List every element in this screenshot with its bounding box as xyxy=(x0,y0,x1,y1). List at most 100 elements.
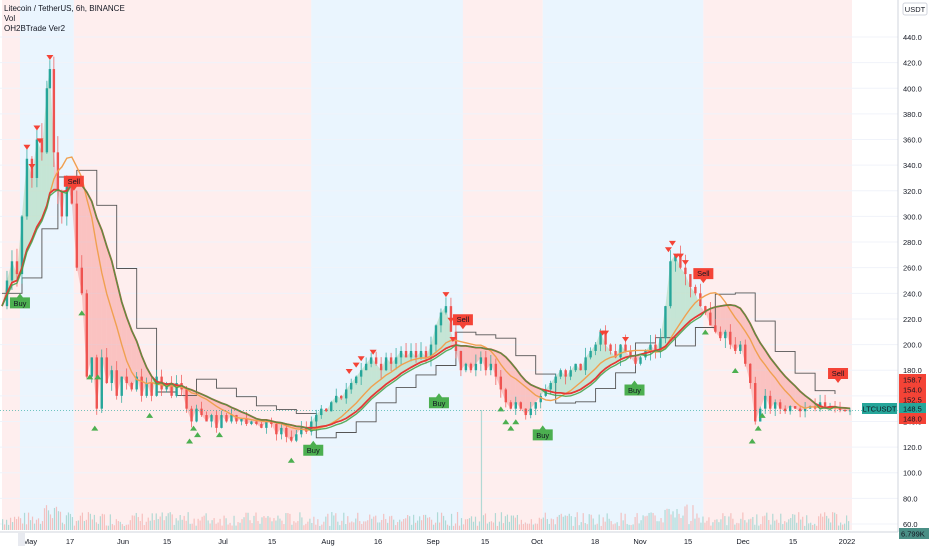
buy-label-bg-0 xyxy=(9,293,30,309)
volume-bar xyxy=(277,515,279,530)
volume-bar xyxy=(790,517,792,530)
candle-body xyxy=(484,357,488,371)
trend-fill xyxy=(101,230,107,384)
volume-bar xyxy=(159,516,161,530)
candle-body xyxy=(644,350,647,358)
candle-body xyxy=(754,383,757,422)
volume-bar xyxy=(780,513,782,530)
volume-bar xyxy=(762,516,764,530)
price-label-1: 154.0 xyxy=(903,386,922,395)
trend-fill xyxy=(655,338,661,351)
volume-bar xyxy=(580,522,582,530)
volume-bar xyxy=(387,522,389,530)
volume-bar xyxy=(375,515,377,530)
volume-bar xyxy=(776,519,778,530)
candle-body xyxy=(574,363,577,371)
volume-bar xyxy=(65,515,68,530)
volume-bar xyxy=(395,525,397,530)
volume-bar xyxy=(243,517,245,530)
price-label-bg-3 xyxy=(899,403,926,414)
candle-body xyxy=(115,370,118,396)
volume-indicator-label: Vol xyxy=(4,14,16,23)
volume-bar xyxy=(778,522,780,530)
volume-bar xyxy=(654,515,656,530)
volume-bar xyxy=(680,518,682,530)
candle-body xyxy=(604,331,607,345)
volume-bar xyxy=(804,525,806,530)
volume-bar xyxy=(704,522,706,530)
volume-bar xyxy=(524,522,526,530)
volume-bar xyxy=(207,520,209,530)
trend-fill xyxy=(715,306,721,339)
volume-bar xyxy=(688,524,690,530)
buy-arrow-2 xyxy=(91,425,99,431)
volume-bar xyxy=(514,517,516,530)
trend-fill xyxy=(116,281,122,396)
volume-bar xyxy=(452,525,455,530)
volume-bar xyxy=(413,514,415,530)
buy-arrow-9 xyxy=(287,457,295,463)
candle-body xyxy=(325,408,328,412)
volume-bar xyxy=(87,512,89,530)
volume-bar xyxy=(640,520,642,530)
volume-bar xyxy=(75,520,78,530)
volume-bar xyxy=(247,512,249,530)
volume-bar xyxy=(744,520,746,530)
trend-fill xyxy=(11,261,17,283)
volume-bar xyxy=(824,512,826,530)
candle-body xyxy=(654,344,657,351)
candle-body xyxy=(220,415,223,428)
sell-arrow-16 xyxy=(668,240,676,246)
volume-bar xyxy=(500,512,503,530)
trend-fill xyxy=(386,357,392,385)
volume-bar xyxy=(35,519,38,530)
volume-bar xyxy=(323,521,325,530)
volume-bar xyxy=(584,523,586,530)
volume-bar xyxy=(446,524,449,530)
volume-bar xyxy=(768,519,770,530)
volume-bar xyxy=(720,519,722,530)
volume-bar xyxy=(311,522,313,530)
buy-label-text-0: Buy xyxy=(13,299,26,308)
volume-bar xyxy=(476,525,479,530)
time-tick-0: May xyxy=(23,537,37,546)
volume-bar xyxy=(538,517,540,530)
volume-bar xyxy=(508,521,511,530)
volume-bar xyxy=(586,524,588,530)
volume-bar xyxy=(642,515,644,530)
candle-body xyxy=(534,402,537,409)
price-tick-17: 100.0 xyxy=(903,469,922,478)
trend-fill xyxy=(590,344,596,383)
sell-arrow-13 xyxy=(602,330,610,336)
volume-bar xyxy=(646,515,648,530)
candle-body xyxy=(494,363,498,377)
volume-bar xyxy=(353,522,355,530)
candle-body xyxy=(744,344,747,364)
volume-bar xyxy=(407,514,409,530)
volume-bar xyxy=(343,512,345,530)
volume-bar xyxy=(315,524,317,530)
volume-bar xyxy=(488,521,491,530)
volume-bar xyxy=(307,521,309,530)
volume-bar xyxy=(616,522,618,530)
volume-bar xyxy=(610,521,612,530)
volume-bar xyxy=(53,507,56,530)
volume-bar xyxy=(454,523,457,530)
volume-bar xyxy=(47,510,50,530)
volume-bar xyxy=(303,525,305,530)
volume-bar xyxy=(105,525,107,530)
time-tick-1: 17 xyxy=(66,537,74,546)
volume-bar xyxy=(600,525,602,530)
volume-bar xyxy=(213,518,215,530)
trend-fill xyxy=(705,308,711,326)
volume-bar xyxy=(191,523,193,530)
candle-body xyxy=(300,427,303,435)
candle-body xyxy=(364,363,368,371)
volume-bar xyxy=(411,524,413,530)
buy-label-text-1: Buy xyxy=(307,446,320,455)
candle-body xyxy=(280,427,283,435)
trend-fill xyxy=(660,306,666,350)
trend-fill xyxy=(381,357,387,389)
volume-bar xyxy=(305,523,307,530)
